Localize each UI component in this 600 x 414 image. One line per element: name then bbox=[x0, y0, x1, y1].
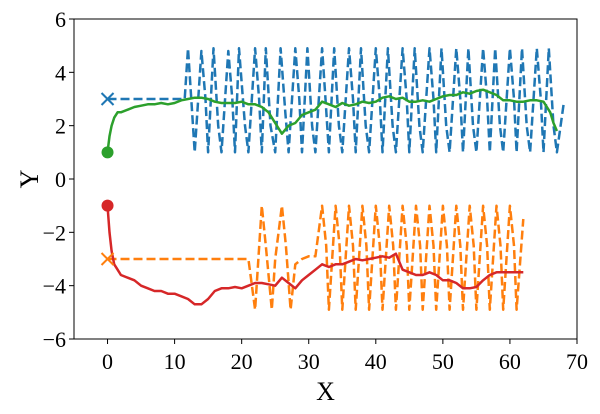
series-line-3 bbox=[106, 205, 524, 306]
x-tick-label: 50 bbox=[432, 349, 454, 374]
x-tick-label: 70 bbox=[566, 349, 588, 374]
y-axis-label: Y bbox=[15, 169, 44, 188]
y-axis-ticks: −6 −4 −2 0 2 4 6 bbox=[43, 7, 74, 352]
x-tick-label: 30 bbox=[298, 349, 320, 374]
start-marker-1 bbox=[100, 252, 115, 266]
y-tick-label: −6 bbox=[43, 327, 66, 352]
plot-lines bbox=[106, 47, 565, 311]
x-tick-label: 10 bbox=[164, 349, 186, 374]
y-tick-label: 4 bbox=[55, 60, 66, 85]
x-axis-ticks: 0 10 20 30 40 50 60 70 bbox=[102, 339, 588, 374]
start-markers bbox=[100, 92, 115, 266]
x-tick-label: 20 bbox=[231, 349, 253, 374]
y-tick-label: 0 bbox=[55, 167, 66, 192]
start-marker-0 bbox=[100, 92, 115, 106]
series-line-0 bbox=[107, 47, 565, 154]
x-axis-label: X bbox=[316, 377, 335, 406]
x-tick-label: 0 bbox=[102, 349, 113, 374]
series-line-2 bbox=[106, 88, 559, 153]
y-tick-label: 2 bbox=[55, 114, 66, 139]
start-marker-3 bbox=[101, 199, 114, 212]
y-tick-label: 6 bbox=[55, 7, 66, 32]
start-marker-2 bbox=[101, 146, 114, 159]
x-tick-label: 40 bbox=[365, 349, 387, 374]
y-tick-label: −4 bbox=[43, 274, 66, 299]
y-tick-label: −2 bbox=[43, 220, 66, 245]
x-tick-label: 60 bbox=[499, 349, 521, 374]
